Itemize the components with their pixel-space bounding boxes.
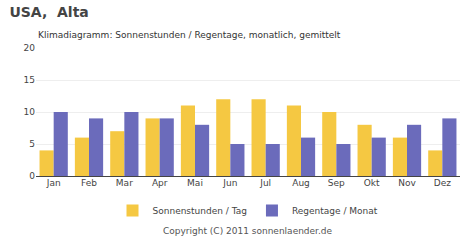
svg-text:10: 10 [24, 107, 36, 117]
svg-text:0: 0 [29, 171, 35, 181]
svg-text:5: 5 [29, 139, 35, 149]
svg-text:Aug: Aug [292, 178, 310, 188]
svg-text:Apr: Apr [152, 178, 168, 188]
svg-text:20: 20 [24, 43, 36, 53]
svg-text:Feb: Feb [81, 178, 97, 188]
svg-text:Sep: Sep [328, 178, 345, 188]
svg-text:Regentage / Monat: Regentage / Monat [292, 206, 378, 216]
svg-text:Dez: Dez [434, 178, 451, 188]
svg-text:Jan: Jan [46, 178, 61, 188]
svg-text:Nov: Nov [398, 178, 416, 188]
svg-text:Mai: Mai [187, 178, 203, 188]
svg-text:Okt: Okt [364, 178, 380, 188]
svg-text:Klimadiagramm: Sonnenstunden /: Klimadiagramm: Sonnenstunden / Regentage… [38, 30, 341, 40]
svg-text:15: 15 [24, 75, 35, 85]
svg-text:Jul: Jul [259, 178, 271, 188]
svg-text:Jun: Jun [222, 178, 237, 188]
svg-text:Mar: Mar [116, 178, 133, 188]
svg-text:USA, Alta: USA, Alta [9, 4, 88, 20]
svg-text:Sonnenstunden / Tag: Sonnenstunden / Tag [153, 206, 247, 216]
svg-text:Copyright (C) 2011 sonnenlaend: Copyright (C) 2011 sonnenlaender.de [163, 226, 333, 236]
